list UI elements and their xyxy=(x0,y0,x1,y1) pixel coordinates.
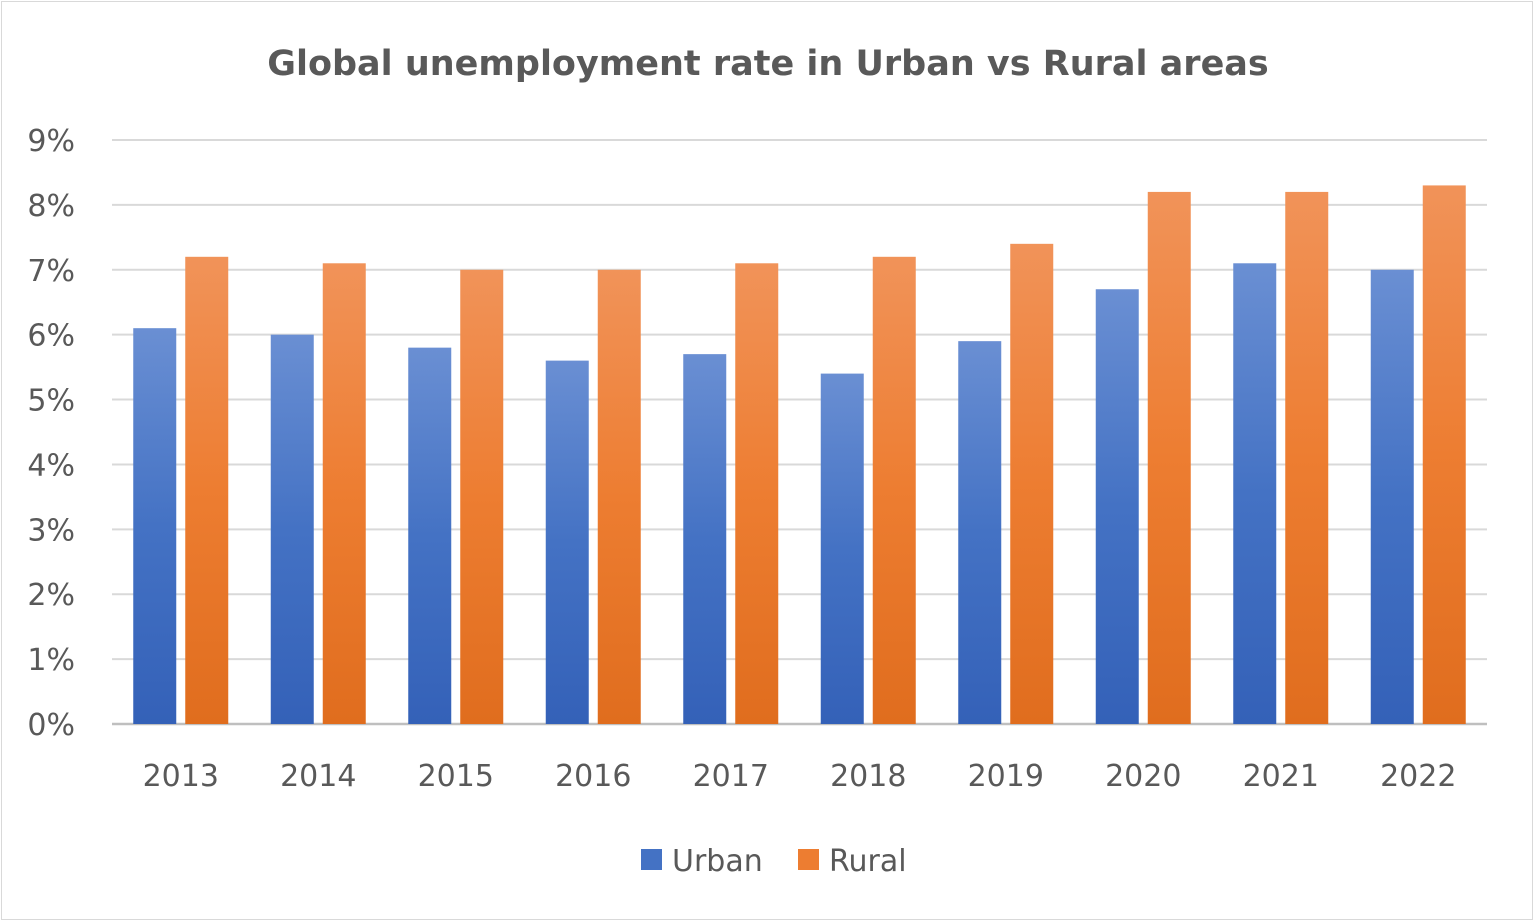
legend-swatch-rural xyxy=(798,849,819,870)
y-tick-label: 5% xyxy=(27,384,75,419)
y-tick-label: 0% xyxy=(27,708,75,743)
x-tick-label: 2022 xyxy=(1380,759,1456,794)
y-tick-label: 6% xyxy=(27,319,75,354)
legend-label-urban: Urban xyxy=(672,844,763,879)
x-tick-label: 2014 xyxy=(280,759,356,794)
bar-urban-2014 xyxy=(270,334,314,724)
bar-rural-2020 xyxy=(1147,191,1191,724)
bar-urban-2013 xyxy=(133,328,177,724)
y-tick-label: 7% xyxy=(27,254,75,289)
bar-urban-2019 xyxy=(958,341,1002,724)
x-tick-label: 2018 xyxy=(830,759,906,794)
bar-rural-2016 xyxy=(597,269,641,724)
bar-rural-2017 xyxy=(735,263,779,724)
y-tick-label: 2% xyxy=(27,578,75,613)
bar-urban-2016 xyxy=(545,360,589,724)
chart-title: Global unemployment rate in Urban vs Rur… xyxy=(267,44,1269,84)
bar-urban-2021 xyxy=(1233,263,1277,724)
legend-swatch-urban xyxy=(641,849,662,870)
bar-rural-2014 xyxy=(322,263,366,724)
bar-urban-2022 xyxy=(1370,269,1414,724)
x-tick-label: 2017 xyxy=(693,759,769,794)
bar-urban-2020 xyxy=(1095,289,1139,724)
x-tick-label: 2021 xyxy=(1243,759,1319,794)
bar-rural-2015 xyxy=(460,269,504,724)
bar-rural-2022 xyxy=(1422,185,1466,724)
bar-rural-2018 xyxy=(872,256,916,724)
bar-urban-2017 xyxy=(683,354,727,724)
y-tick-label: 4% xyxy=(27,448,75,483)
bar-rural-2019 xyxy=(1010,243,1054,725)
x-tick-label: 2020 xyxy=(1105,759,1181,794)
x-tick-label: 2019 xyxy=(968,759,1044,794)
y-tick-label: 1% xyxy=(27,643,75,678)
y-tick-label: 9% xyxy=(27,124,75,159)
y-tick-label: 3% xyxy=(27,513,75,548)
y-tick-label: 8% xyxy=(27,189,75,224)
x-tick-label: 2015 xyxy=(418,759,494,794)
bar-urban-2015 xyxy=(408,347,452,724)
bar-rural-2013 xyxy=(185,256,229,724)
bar-urban-2018 xyxy=(820,373,864,724)
legend-label-rural: Rural xyxy=(829,844,907,879)
x-tick-label: 2016 xyxy=(555,759,631,794)
x-tick-label: 2013 xyxy=(143,759,219,794)
bar-rural-2021 xyxy=(1285,191,1329,724)
